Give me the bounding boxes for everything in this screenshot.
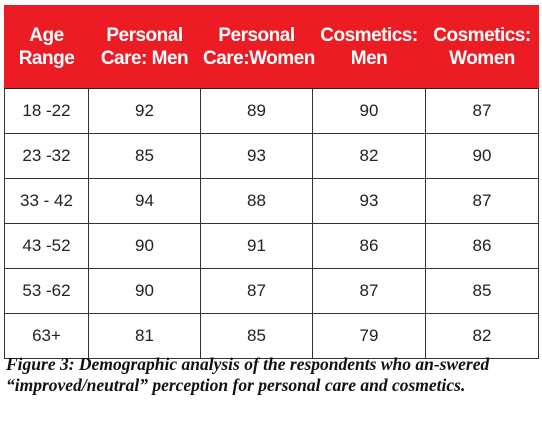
cell-cosmetics-men: 87 — [312, 268, 426, 314]
cell-personal-care-women: 87 — [200, 268, 313, 314]
table-row: 53 -62 90 87 87 85 — [4, 268, 539, 314]
table-row: 33 - 42 94 88 93 87 — [4, 178, 539, 224]
cell-cosmetics-men: 79 — [312, 313, 426, 359]
header-age-range: Age Range — [4, 5, 89, 89]
cell-cosmetics-women: 87 — [425, 178, 539, 224]
cell-cosmetics-women: 87 — [425, 88, 539, 134]
demographic-table: Age Range Personal Care: Men Personal Ca… — [4, 5, 539, 359]
cell-cosmetics-men: 86 — [312, 223, 426, 269]
table-row: 18 -22 92 89 90 87 — [4, 88, 539, 134]
table-row: 23 -32 85 93 82 90 — [4, 133, 539, 179]
table-row: 43 -52 90 91 86 86 — [4, 223, 539, 269]
cell-cosmetics-women: 90 — [425, 133, 539, 179]
cell-age-range: 43 -52 — [4, 223, 89, 269]
header-personal-care-men: Personal Care: Men — [88, 5, 201, 89]
header-cm-line2: Men — [350, 48, 388, 69]
cell-age-range: 33 - 42 — [4, 178, 89, 224]
table-body: 18 -22 92 89 90 87 23 -32 85 93 82 90 33… — [4, 88, 539, 359]
cell-personal-care-women: 93 — [200, 133, 313, 179]
table-header: Age Range Personal Care: Men Personal Ca… — [4, 5, 539, 89]
cell-age-range: 23 -32 — [4, 133, 89, 179]
header-age-line2: Range — [18, 48, 75, 69]
cell-cosmetics-men: 90 — [312, 88, 426, 134]
header-pcw-line2: Care:Women — [203, 48, 315, 69]
cell-cosmetics-men: 82 — [312, 133, 426, 179]
cell-personal-care-men: 81 — [88, 313, 201, 359]
cell-personal-care-men: 90 — [88, 268, 201, 314]
cell-age-range: 53 -62 — [4, 268, 89, 314]
header-cw-line1: Cosmetics: — [433, 25, 531, 46]
cell-cosmetics-women: 86 — [425, 223, 539, 269]
table-row: 63+ 81 85 79 82 — [4, 313, 539, 359]
header-cw-line2: Women — [449, 48, 515, 69]
cell-personal-care-women: 85 — [200, 313, 313, 359]
cell-personal-care-women: 91 — [200, 223, 313, 269]
figure-caption: Figure 3: Demographic analysis of the re… — [6, 354, 490, 395]
demographic-table-container: Age Range Personal Care: Men Personal Ca… — [4, 5, 539, 359]
header-cosmetics-women: Cosmetics: Women — [425, 5, 539, 89]
cell-cosmetics-men: 93 — [312, 178, 426, 224]
cell-cosmetics-women: 85 — [425, 268, 539, 314]
cell-cosmetics-women: 82 — [425, 313, 539, 359]
cell-age-range: 18 -22 — [4, 88, 89, 134]
cell-personal-care-men: 90 — [88, 223, 201, 269]
header-pcm-line1: Personal — [106, 25, 183, 46]
header-row: Age Range Personal Care: Men Personal Ca… — [4, 5, 539, 89]
header-cosmetics-men: Cosmetics: Men — [312, 5, 426, 89]
header-pcw-line1: Personal — [218, 25, 295, 46]
header-age-line1: Age — [29, 25, 64, 46]
cell-personal-care-women: 89 — [200, 88, 313, 134]
cell-personal-care-men: 94 — [88, 178, 201, 224]
header-pcm-line2: Care: Men — [100, 48, 189, 69]
cell-age-range: 63+ — [4, 313, 89, 359]
cell-personal-care-men: 92 — [88, 88, 201, 134]
header-cm-line1: Cosmetics: — [320, 25, 418, 46]
cell-personal-care-women: 88 — [200, 178, 313, 224]
header-personal-care-women: Personal Care:Women — [200, 5, 315, 89]
cell-personal-care-men: 85 — [88, 133, 201, 179]
